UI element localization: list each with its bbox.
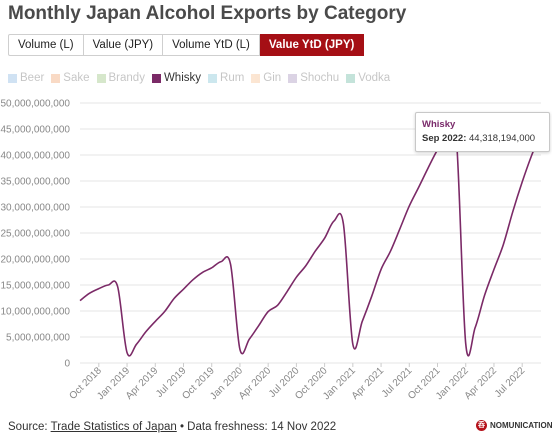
legend-item-gin[interactable]: Gin bbox=[251, 72, 281, 84]
legend-swatch bbox=[51, 73, 61, 83]
legend-item-vodka[interactable]: Vodka bbox=[346, 72, 390, 84]
legend-swatch bbox=[96, 73, 106, 83]
tooltip-value: 44,318,194,000 bbox=[469, 133, 536, 144]
legend-item-sake[interactable]: Sake bbox=[51, 72, 90, 84]
y-tick-label: 15,000,000,000 bbox=[0, 281, 70, 292]
legend-label: Brandy bbox=[108, 72, 145, 84]
source-suffix: • Data freshness: 14 Nov 2022 bbox=[176, 421, 337, 433]
legend-item-whisky[interactable]: Whisky bbox=[151, 72, 202, 84]
y-tick-label: 30,000,000,000 bbox=[0, 203, 70, 214]
legend-swatch bbox=[251, 73, 261, 83]
brand-name: NOMUNICATION bbox=[490, 421, 552, 430]
y-tick-label: 20,000,000,000 bbox=[0, 255, 70, 266]
source-line: Source: Trade Statistics of Japan • Data… bbox=[8, 421, 336, 433]
legend-swatch bbox=[346, 73, 356, 83]
y-tick-label: 40,000,000,000 bbox=[0, 151, 70, 162]
legend-label: Vodka bbox=[358, 72, 391, 84]
brand-icon: 呑 bbox=[476, 420, 487, 431]
legend-item-shochu[interactable]: Shochu bbox=[288, 72, 339, 84]
source-prefix: Source: bbox=[8, 421, 51, 433]
legend-item-brandy[interactable]: Brandy bbox=[96, 72, 145, 84]
legend-swatch bbox=[8, 73, 17, 83]
chart-tooltip: Whisky Sep 2022: 44,318,194,000 bbox=[415, 112, 550, 152]
tooltip-series: Whisky bbox=[422, 119, 456, 130]
legend-item-beer[interactable]: Beer bbox=[8, 72, 44, 84]
legend-swatch bbox=[288, 73, 298, 83]
y-tick-label: 45,000,000,000 bbox=[0, 125, 70, 136]
series-line-whisky bbox=[79, 121, 542, 357]
brand-logo: 呑 NOMUNICATION bbox=[476, 420, 552, 431]
legend-label: Beer bbox=[20, 72, 45, 84]
chart-title: Monthly Japan Alcohol Exports by Categor… bbox=[8, 3, 407, 24]
legend-label: Rum bbox=[220, 72, 245, 84]
tab-value-ytd[interactable]: Value YtD (JPY) bbox=[259, 34, 365, 56]
legend-label: Sake bbox=[63, 72, 90, 84]
legend: Beer Sake Brandy Whisky Rum Gin Shochu V… bbox=[8, 72, 397, 84]
tooltip-row: Sep 2022: 44,318,194,000 bbox=[422, 132, 543, 146]
tooltip-label: Sep 2022: bbox=[422, 133, 467, 144]
legend-item-rum[interactable]: Rum bbox=[208, 72, 244, 84]
y-tick-label: 35,000,000,000 bbox=[0, 177, 70, 188]
tab-value[interactable]: Value (JPY) bbox=[83, 34, 164, 56]
legend-label: Gin bbox=[263, 72, 282, 84]
legend-label: Shochu bbox=[300, 72, 340, 84]
y-tick-label: 25,000,000,000 bbox=[0, 229, 70, 240]
y-tick-label: 0 bbox=[64, 359, 70, 370]
legend-swatch bbox=[208, 73, 218, 83]
y-tick-label: 5,000,000,000 bbox=[6, 333, 70, 344]
legend-swatch bbox=[151, 73, 161, 83]
line-chart: 0 5,000,000,000 10,000,000,000 15,000,000,0… bbox=[0, 99, 542, 402]
legend-label: Whisky bbox=[163, 72, 202, 84]
tab-volume-ytd[interactable]: Volume YtD (L) bbox=[163, 34, 260, 56]
tab-volume[interactable]: Volume (L) bbox=[8, 34, 84, 56]
metric-tabs: Volume (L) Value (JPY) Volume YtD (L) Va… bbox=[8, 34, 365, 56]
source-link[interactable]: Trade Statistics of Japan bbox=[50, 421, 177, 433]
x-tick-label: Jul 2022 bbox=[493, 365, 528, 400]
y-tick-label: 50,000,000,000 bbox=[0, 99, 70, 110]
y-tick-label: 10,000,000,000 bbox=[0, 307, 70, 318]
